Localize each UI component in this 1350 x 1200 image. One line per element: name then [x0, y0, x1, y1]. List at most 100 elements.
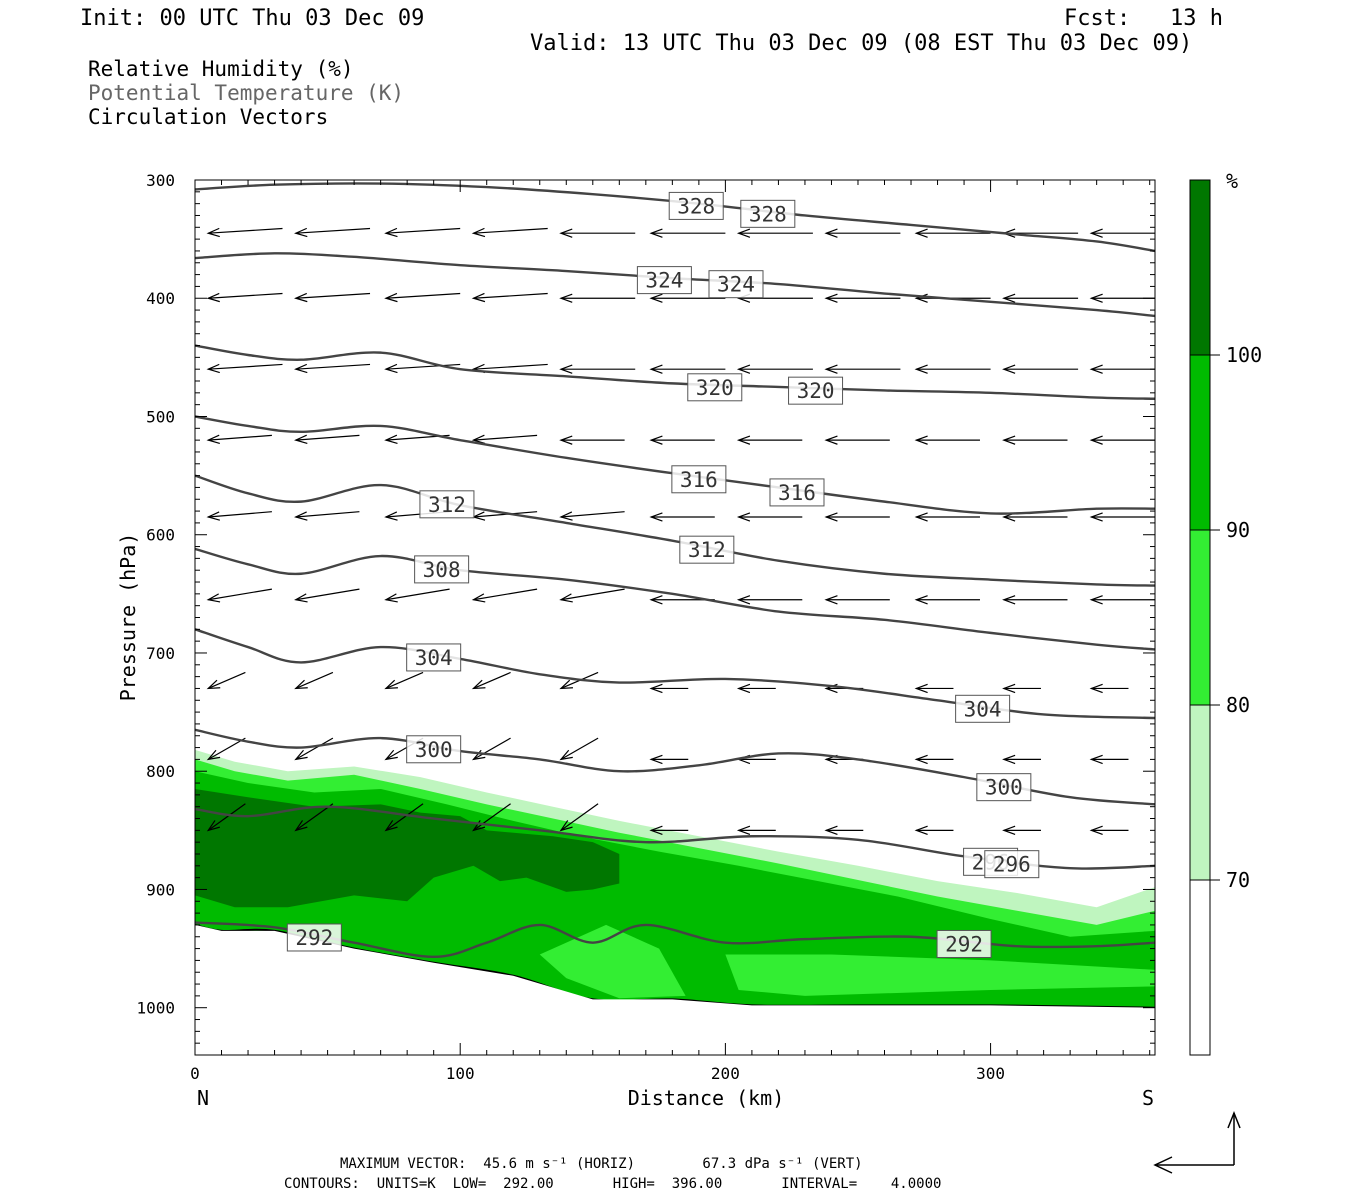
circulation-arrow [206, 363, 283, 374]
legend-rh: Relative Humidity (%) [88, 57, 354, 81]
y-axis-label: Pressure (hPa) [116, 533, 140, 702]
theta-label-312: 312 [419, 490, 475, 519]
theta-label-300: 300 [406, 735, 462, 764]
theta-label-320: 320 [687, 373, 743, 402]
theta-contour-308 [195, 547, 1155, 651]
colorbar: 70 80 90 100 [1189, 179, 1262, 1056]
circulation-arrow [649, 683, 689, 694]
theta-label-324: 324 [636, 266, 692, 295]
svg-text:320: 320 [696, 376, 734, 400]
circulation-arrow [914, 364, 991, 374]
circulation-arrow [914, 228, 991, 238]
svg-text:304: 304 [964, 697, 1002, 721]
circulation-arrow [206, 511, 272, 521]
theta-label-320: 320 [788, 376, 844, 405]
circulation-arrow [294, 588, 360, 603]
init-time: Init: 00 UTC Thu 03 Dec 09 [80, 6, 425, 31]
circulation-arrow [471, 671, 511, 690]
circulation-arrow [1002, 825, 1041, 836]
circulation-arrow [1002, 293, 1079, 303]
x-tick-label: 0 [190, 1064, 200, 1083]
colorbar-segment [1189, 529, 1211, 706]
circulation-arrow [649, 228, 726, 238]
theta-label-312: 312 [679, 535, 735, 564]
circulation-arrow [1002, 364, 1079, 374]
circulation-arrow [559, 364, 636, 374]
circulation-arrow [384, 292, 461, 303]
colorbar-label: 70 [1226, 868, 1250, 892]
circulation-vectors [206, 227, 1155, 836]
svg-text:320: 320 [797, 379, 835, 403]
x-tick-label: 200 [711, 1064, 740, 1083]
legend-vectors: Circulation Vectors [88, 105, 329, 129]
circulation-arrow [559, 737, 599, 761]
theta-label-328: 328 [740, 199, 796, 228]
circulation-arrow [824, 364, 901, 374]
y-tick-label: 800 [146, 762, 175, 781]
circulation-arrow [824, 435, 890, 445]
svg-text:316: 316 [680, 468, 718, 492]
circulation-arrow [736, 435, 803, 445]
y-tick-label: 700 [146, 644, 175, 663]
circulation-arrow [1089, 825, 1129, 836]
colorbar-label: 100 [1226, 343, 1262, 367]
svg-text:296: 296 [993, 853, 1031, 877]
circulation-arrow [1002, 595, 1068, 605]
y-tick-label: 1000 [136, 999, 175, 1018]
circulation-arrow [206, 227, 283, 238]
svg-text:292: 292 [945, 932, 983, 956]
colorbar-label: 80 [1226, 693, 1250, 717]
circulation-arrow [206, 671, 246, 690]
forecast-hour: Fcst: 13 h [1064, 6, 1223, 31]
reference-vector-icon [1153, 1110, 1241, 1174]
circulation-arrow [1002, 683, 1041, 694]
svg-text:304: 304 [415, 646, 453, 670]
svg-text:316: 316 [778, 481, 816, 505]
circulation-arrow [206, 292, 283, 303]
contour-info-note: CONTOURS: UNITS=K LOW= 292.00 HIGH= 396.… [284, 1176, 942, 1192]
y-tick-label: 900 [146, 880, 175, 899]
svg-text:300: 300 [415, 738, 453, 762]
contour-labels: 2922922962963003003043043083123123163163… [286, 191, 1040, 958]
svg-text:292: 292 [295, 926, 333, 950]
theta-label-304: 304 [955, 694, 1011, 723]
circulation-arrow [294, 434, 360, 444]
y-tick-label: 400 [146, 289, 175, 308]
colorbar-segment [1189, 879, 1211, 1056]
colorbar-segment [1189, 704, 1211, 881]
x-tick-label: 300 [976, 1064, 1005, 1083]
legend-theta: Potential Temperature (K) [88, 81, 405, 105]
circulation-arrow [649, 754, 689, 765]
circulation-arrow [914, 825, 954, 836]
circulation-arrow [559, 435, 625, 445]
svg-text:312: 312 [688, 538, 726, 562]
circulation-arrow [294, 511, 360, 521]
svg-text:324: 324 [717, 273, 755, 297]
north-label: N [197, 1086, 209, 1110]
circulation-arrow [736, 825, 776, 836]
circulation-arrow [736, 364, 813, 374]
circulation-arrow [649, 512, 715, 522]
circulation-arrow [294, 803, 334, 832]
max-vector-note: MAXIMUM VECTOR: 45.6 m s⁻¹ (HORIZ) 67.3 … [340, 1156, 863, 1172]
circulation-arrow [1089, 595, 1155, 605]
colorbar-segment [1189, 179, 1211, 356]
circulation-arrow [559, 803, 599, 832]
circulation-arrow [559, 511, 625, 521]
south-label: S [1142, 1086, 1154, 1110]
circulation-arrow [824, 512, 890, 522]
circulation-arrow [294, 292, 371, 303]
theta-label-304: 304 [406, 643, 462, 672]
circulation-arrow [384, 671, 424, 690]
circulation-arrow [294, 363, 371, 374]
circulation-arrow [649, 435, 715, 445]
circulation-arrow [559, 588, 625, 603]
circulation-arrow [384, 803, 424, 832]
circulation-arrow [914, 435, 980, 445]
theta-label-292: 292 [936, 929, 992, 958]
circulation-arrow [824, 293, 901, 303]
circulation-arrow [1002, 435, 1068, 445]
circulation-arrow [206, 434, 272, 444]
circulation-arrow [1089, 754, 1129, 765]
circulation-arrow [384, 227, 461, 238]
